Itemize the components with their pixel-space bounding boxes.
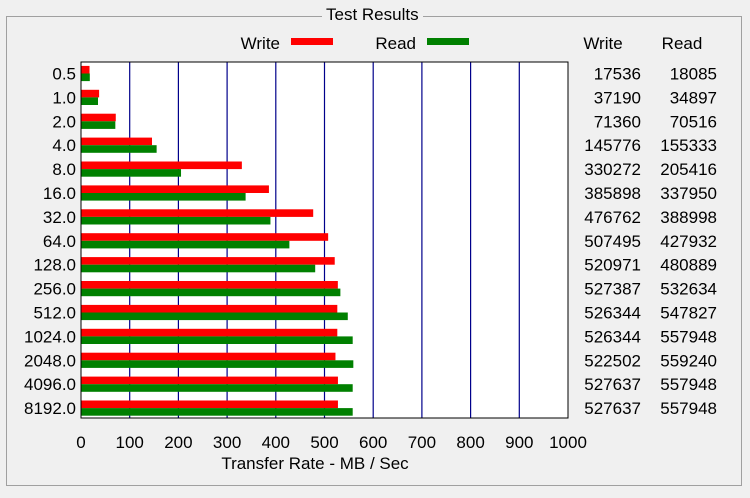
read-value: 337950 [660, 184, 717, 203]
legend-read-label: Read [375, 34, 416, 53]
read-value: 480889 [660, 256, 717, 275]
write-bar [81, 209, 314, 217]
x-tick-label: 0 [76, 433, 85, 452]
read-column-header: Read [662, 34, 703, 53]
category-label: 512.0 [33, 304, 76, 323]
read-bar [81, 384, 353, 392]
write-value: 330272 [584, 160, 641, 179]
read-bar [81, 240, 290, 249]
x-tick-label: 800 [456, 433, 484, 452]
read-bar [81, 408, 353, 416]
write-bar [81, 233, 329, 241]
write-bar [81, 161, 242, 170]
read-value: 532634 [660, 280, 717, 299]
read-value: 18085 [670, 65, 717, 84]
x-axis-label: Transfer Rate - MB / Sec [221, 454, 409, 473]
read-bar [81, 97, 98, 105]
read-bar [81, 193, 246, 201]
read-bar [81, 336, 353, 344]
group-title: Test Results [322, 5, 423, 25]
write-bar [81, 352, 336, 361]
write-value: 71360 [594, 112, 641, 131]
write-value: 527387 [584, 280, 641, 299]
read-bar [81, 216, 271, 225]
write-bar [81, 281, 338, 289]
x-tick-label: 300 [213, 433, 241, 452]
read-bar [81, 312, 348, 321]
read-value: 557948 [660, 399, 717, 418]
write-bar [81, 65, 90, 74]
category-label: 2048.0 [24, 351, 76, 370]
write-value: 526344 [584, 304, 641, 323]
read-value: 559240 [660, 351, 717, 370]
read-value: 557948 [660, 375, 717, 394]
write-column-header: Write [583, 34, 622, 53]
read-value: 70516 [670, 112, 717, 131]
read-bar [81, 145, 157, 153]
read-bar [81, 264, 316, 273]
write-bar [81, 257, 335, 265]
read-bar [81, 121, 116, 129]
x-tick-label: 200 [164, 433, 192, 452]
write-value: 145776 [584, 136, 641, 155]
x-tick-label: 400 [262, 433, 290, 452]
write-value: 526344 [584, 327, 641, 346]
category-label: 8192.0 [24, 399, 76, 418]
read-value: 547827 [660, 304, 717, 323]
category-label: 4.0 [52, 136, 76, 155]
category-label: 0.5 [52, 65, 76, 84]
x-tick-label: 900 [505, 433, 533, 452]
write-value: 527637 [584, 399, 641, 418]
read-value: 427932 [660, 232, 717, 251]
write-value: 507495 [584, 232, 641, 251]
read-bar [81, 169, 182, 177]
category-label: 16.0 [43, 184, 76, 203]
write-bar [81, 376, 338, 385]
write-bar [81, 328, 338, 337]
read-value: 205416 [660, 160, 717, 179]
write-value: 385898 [584, 184, 641, 203]
category-label: 4096.0 [24, 375, 76, 394]
read-bar [81, 288, 341, 297]
legend-write-swatch [291, 38, 333, 45]
category-label: 64.0 [43, 232, 76, 251]
write-value: 476762 [584, 208, 641, 227]
read-value: 388998 [660, 208, 717, 227]
read-value: 557948 [660, 327, 717, 346]
category-label: 1.0 [52, 88, 76, 107]
category-label: 1024.0 [24, 327, 76, 346]
write-bar [81, 185, 269, 193]
plot-border [80, 61, 569, 419]
category-label: 8.0 [52, 160, 76, 179]
category-label: 2.0 [52, 112, 76, 131]
category-label: 32.0 [43, 208, 76, 227]
write-bar [81, 137, 153, 146]
write-value: 37190 [594, 88, 641, 107]
write-bar [81, 400, 338, 409]
x-tick-label: 100 [116, 433, 144, 452]
write-bar [81, 304, 338, 313]
x-tick-label: 500 [310, 433, 338, 452]
read-value: 155333 [660, 136, 717, 155]
x-tick-label: 600 [359, 433, 387, 452]
legend-read-swatch [427, 38, 469, 45]
write-value: 522502 [584, 351, 641, 370]
write-value: 520971 [584, 256, 641, 275]
write-value: 17536 [594, 65, 641, 84]
legend-write-label: Write [241, 34, 280, 53]
read-bar [81, 360, 354, 368]
write-bar [81, 113, 116, 122]
read-bar [81, 73, 90, 82]
x-tick-label: 700 [408, 433, 436, 452]
category-label: 256.0 [33, 280, 76, 299]
read-value: 34897 [670, 88, 717, 107]
write-value: 527637 [584, 375, 641, 394]
x-tick-label: 1000 [549, 433, 587, 452]
category-label: 128.0 [33, 256, 76, 275]
write-bar [81, 89, 100, 98]
